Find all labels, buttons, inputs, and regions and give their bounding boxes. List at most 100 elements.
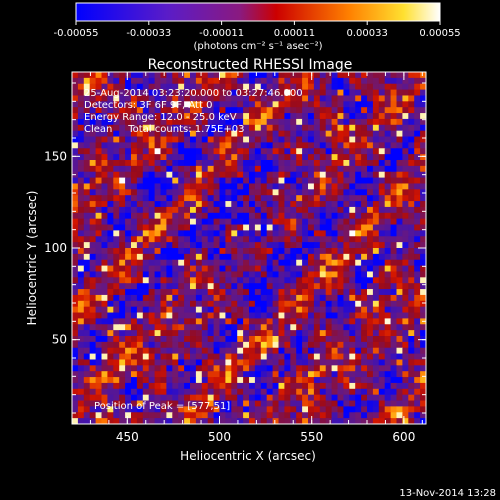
heatmap-cell <box>172 201 179 208</box>
heatmap-cell <box>195 195 203 202</box>
heatmap-cell <box>83 341 91 349</box>
heatmap-cell <box>260 330 268 337</box>
heatmap-cell <box>390 347 398 355</box>
heatmap-cell <box>278 412 285 419</box>
heatmap-cell <box>302 253 309 261</box>
heatmap-cell <box>313 201 321 208</box>
heatmap-cell <box>343 318 350 325</box>
heatmap-cell <box>119 300 126 308</box>
heatmap-cell <box>384 253 392 261</box>
heatmap-cell <box>172 318 179 325</box>
heatmap-cell <box>125 89 132 97</box>
heatmap-cell <box>89 89 97 97</box>
heatmap-cell <box>284 312 291 319</box>
heatmap-cell <box>319 224 327 231</box>
heatmap-cell <box>325 283 333 290</box>
heatmap-cell <box>302 77 309 85</box>
heatmap-cell <box>213 242 221 249</box>
annotation-detectors: Detectors: 3F 6F 9F, Att 0 <box>84 100 212 111</box>
heatmap-cell <box>136 365 144 372</box>
heatmap-cell <box>77 283 85 290</box>
heatmap-cell <box>72 400 79 407</box>
heatmap-cell <box>237 130 244 138</box>
heatmap-cell <box>172 206 179 214</box>
heatmap-cell <box>201 189 209 196</box>
heatmap-cell <box>367 371 374 378</box>
heatmap-cell <box>361 118 368 126</box>
heatmap-cell <box>172 171 179 179</box>
heatmap-cell <box>390 283 398 290</box>
heatmap-cell <box>172 218 179 226</box>
heatmap-cell <box>77 206 85 214</box>
y-tick-label: 150 <box>44 149 67 163</box>
heatmap-cell <box>131 312 138 319</box>
heatmap-cell <box>313 206 321 214</box>
heatmap-cell <box>136 218 144 226</box>
heatmap-cell <box>195 400 203 407</box>
heatmap-cell <box>201 83 209 91</box>
heatmap-cell <box>237 306 244 314</box>
heatmap-cell <box>367 160 374 167</box>
heatmap-cell <box>249 359 256 366</box>
heatmap-cell <box>308 160 315 167</box>
heatmap-cell <box>243 224 250 231</box>
heatmap-cell <box>302 89 309 97</box>
heatmap-cell <box>254 101 262 108</box>
heatmap-cell <box>190 382 197 390</box>
heatmap-cell <box>278 300 285 308</box>
heatmap-cell <box>402 400 409 407</box>
heatmap-cell <box>402 83 409 91</box>
heatmap-cell <box>89 136 97 143</box>
heatmap-cell <box>237 294 244 302</box>
heatmap-cell <box>254 107 262 114</box>
heatmap-cell <box>243 183 250 190</box>
heatmap-cell <box>184 124 191 132</box>
heatmap-cell <box>231 371 238 378</box>
heatmap-cell <box>408 136 415 143</box>
heatmap-cell <box>72 277 79 284</box>
heatmap-cell <box>172 312 179 319</box>
heatmap-cell <box>178 195 185 202</box>
heatmap-cell <box>325 130 333 138</box>
heatmap-cell <box>107 353 114 361</box>
heatmap-cell <box>384 195 392 202</box>
heatmap-cell <box>213 142 221 149</box>
heatmap-cell <box>402 330 409 337</box>
heatmap-cell <box>343 165 350 173</box>
heatmap-cell <box>113 283 120 290</box>
heatmap-cell <box>101 300 108 308</box>
heatmap-cell <box>136 306 144 314</box>
heatmap-cell <box>408 107 415 114</box>
heatmap-cell <box>343 130 350 138</box>
heatmap-cell <box>160 253 167 261</box>
heatmap-cell <box>172 283 179 290</box>
heatmap-cell <box>378 289 386 296</box>
heatmap-cell <box>308 95 315 102</box>
heatmap-cell <box>101 195 108 202</box>
heatmap-cell <box>331 394 339 402</box>
heatmap-cell <box>243 212 250 220</box>
heatmap-cell <box>95 72 103 79</box>
heatmap-cell <box>231 107 238 114</box>
heatmap-cell <box>178 107 185 114</box>
heatmap-cell <box>308 289 315 296</box>
heatmap-cell <box>302 212 309 220</box>
heatmap-cell <box>72 406 79 413</box>
heatmap-cell <box>119 242 126 249</box>
heatmap-cell <box>113 265 120 273</box>
heatmap-cell <box>361 206 368 214</box>
heatmap-cell <box>249 400 256 407</box>
heatmap-cell <box>154 289 162 296</box>
heatmap-cell <box>313 142 321 149</box>
heatmap-cell <box>349 259 356 267</box>
heatmap-cell <box>119 148 126 155</box>
heatmap-cell <box>325 412 333 419</box>
heatmap-cell <box>361 101 368 108</box>
heatmap-cell <box>89 206 97 214</box>
heatmap-cell <box>313 248 321 255</box>
heatmap-cell <box>260 113 268 120</box>
heatmap-cell <box>402 271 409 278</box>
heatmap-cell <box>331 89 339 97</box>
heatmap-cell <box>361 359 368 366</box>
heatmap-cell <box>272 283 280 290</box>
